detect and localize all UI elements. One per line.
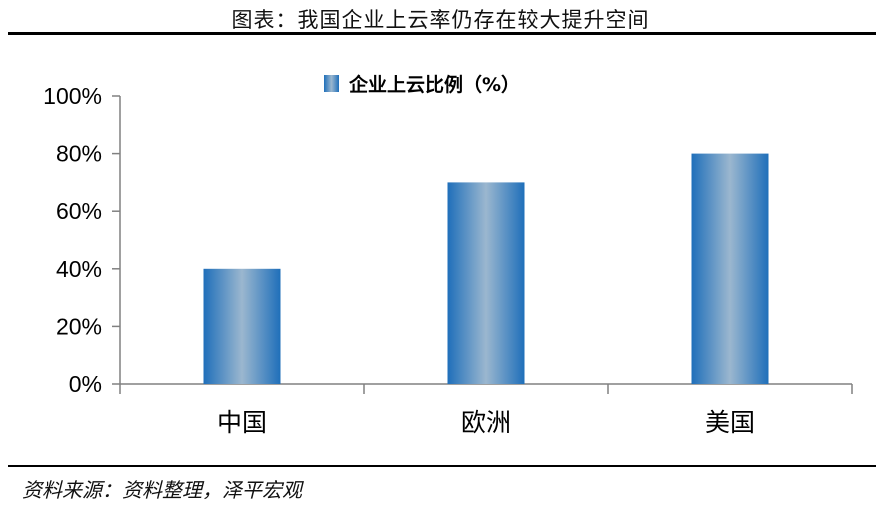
bar-中国	[203, 268, 281, 384]
bar-美国	[691, 153, 769, 384]
y-axis-ticks: 0% 20% 40% 60% 80% 100%	[43, 83, 120, 397]
source-note: 资料来源：资料整理，泽平宏观	[22, 478, 302, 502]
y-tick-label: 20%	[56, 313, 102, 339]
bar-欧洲	[447, 182, 525, 384]
y-tick-label: 40%	[56, 256, 102, 282]
legend-swatch	[324, 75, 339, 92]
figure-title: 图表：我国企业上云率仍存在较大提升空间	[231, 8, 650, 32]
y-tick-label: 80%	[56, 141, 102, 167]
x-category-label: 欧洲	[461, 408, 511, 437]
y-tick-label: 60%	[56, 198, 102, 224]
bars	[203, 153, 769, 384]
bottom-rule	[8, 465, 876, 467]
x-category-label: 中国	[217, 408, 267, 437]
x-category-label: 美国	[705, 408, 755, 437]
chart-legend: 企业上云比例（%）	[324, 73, 520, 96]
legend-label: 企业上云比例（%）	[348, 73, 520, 96]
x-axis-labels: 中国 欧洲 美国	[217, 408, 755, 437]
y-tick-label: 100%	[43, 83, 102, 109]
top-rule	[8, 32, 876, 35]
y-tick-label: 0%	[69, 371, 102, 397]
